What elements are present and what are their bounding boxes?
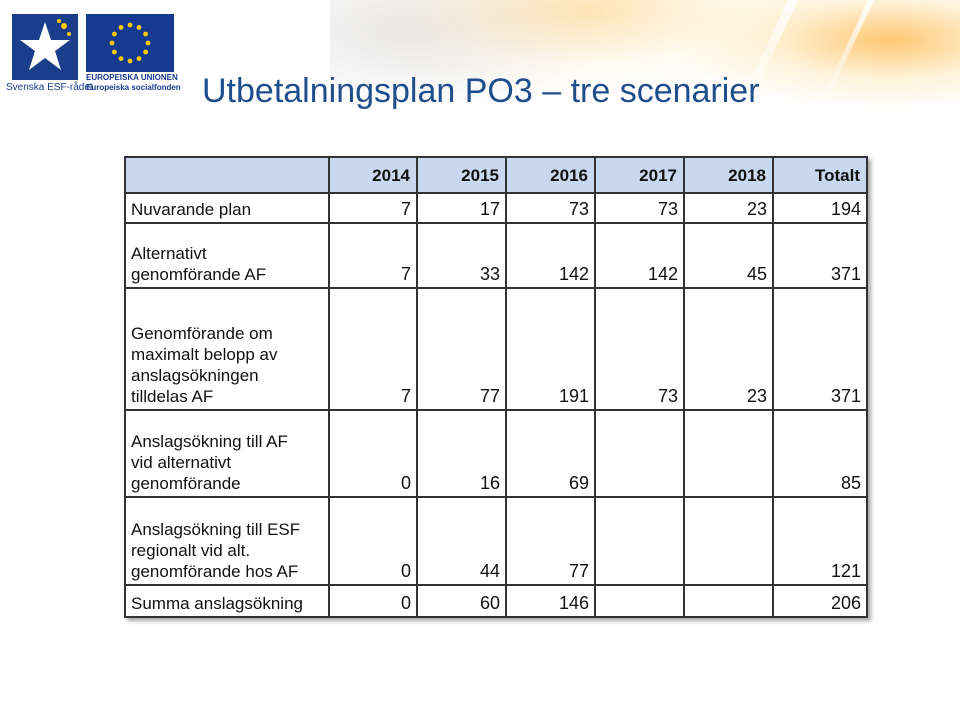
row-label-line: genomförande	[131, 474, 241, 493]
row-label-line: Nuvarande plan	[131, 200, 252, 219]
table-cell: 142	[505, 222, 596, 289]
table-cell: 33	[416, 222, 507, 289]
table-cell: 0	[328, 584, 418, 618]
column-header: 2014	[328, 156, 418, 194]
esf-logo-caption: Svenska ESF-rådet	[6, 82, 93, 93]
table-cell: 23	[683, 192, 774, 224]
table-cell	[594, 584, 685, 618]
table-cell: 7	[328, 287, 418, 411]
row-label: Genomförande om maximalt belopp av ansla…	[124, 287, 330, 411]
table-cell	[594, 409, 685, 498]
table-header-row: 2014 2015 2016 2017 2018 Totalt	[124, 156, 868, 194]
table-cell: 16	[416, 409, 507, 498]
table-cell: 85	[772, 409, 868, 498]
table-cell: 45	[683, 222, 774, 289]
eu-logo-text: EUROPEISKA UNIONEN Europeiska socialfond…	[86, 73, 181, 93]
eu-stars-icon	[109, 22, 151, 64]
table-cell: 7	[328, 222, 418, 289]
row-label: Anslagsökning till ESF regionalt vid alt…	[124, 496, 330, 586]
row-label-line: Anslagsökning till ESF	[131, 520, 301, 539]
table-cell	[683, 584, 774, 618]
table-cell: 206	[772, 584, 868, 618]
row-label-line: Anslagsökning till AF	[131, 432, 288, 451]
row-label: Nuvarande plan	[124, 192, 330, 224]
esf-logo	[12, 14, 78, 80]
table-cell	[683, 409, 774, 498]
eu-logo-line2: Europeiska socialfonden	[86, 83, 181, 92]
table-cell: 73	[594, 287, 685, 411]
table-cell: 142	[594, 222, 685, 289]
table-row: Alternativt genomförande AF 7 33 142 142…	[124, 222, 868, 289]
column-header: 2017	[594, 156, 685, 194]
table-row: Nuvarande plan 7 17 73 73 23 194	[124, 192, 868, 224]
table-cell	[594, 496, 685, 586]
row-label: Alternativt genomförande AF	[124, 222, 330, 289]
eu-flag-logo	[86, 14, 174, 72]
table-cell: 0	[328, 409, 418, 498]
column-header: Totalt	[772, 156, 868, 194]
row-label: Summa anslagsökning	[124, 584, 330, 618]
row-label-line: maximalt belopp av	[131, 345, 278, 364]
row-label-line: regionalt vid alt.	[131, 541, 251, 560]
table-cell	[683, 496, 774, 586]
row-label-line: genomförande hos AF	[131, 562, 299, 581]
page-title: Utbetalningsplan PO3 – tre scenarier	[202, 72, 760, 110]
table-row: Anslagsökning till ESF regionalt vid alt…	[124, 496, 868, 586]
table-cell: 69	[505, 409, 596, 498]
table-cell: 191	[505, 287, 596, 411]
table-cell: 146	[505, 584, 596, 618]
table-cell: 60	[416, 584, 507, 618]
header-decoration	[330, 0, 960, 130]
row-label-line: Summa anslagsökning	[131, 594, 303, 613]
table-cell: 77	[505, 496, 596, 586]
column-header: 2018	[683, 156, 774, 194]
table-cell: 44	[416, 496, 507, 586]
table-cell: 73	[594, 192, 685, 224]
row-label-line: anslagsökningen	[131, 366, 259, 385]
table-cell: 121	[772, 496, 868, 586]
row-label: Anslagsökning till AF vid alternativt ge…	[124, 409, 330, 498]
table-cell: 77	[416, 287, 507, 411]
table-cell: 371	[772, 222, 868, 289]
row-label-line: tilldelas AF	[131, 387, 214, 406]
table-cell: 73	[505, 192, 596, 224]
table-row: Anslagsökning till AF vid alternativt ge…	[124, 409, 868, 498]
table-cell: 17	[416, 192, 507, 224]
table-cell: 7	[328, 192, 418, 224]
payment-plan-table: 2014 2015 2016 2017 2018 Totalt Nuvarand…	[124, 156, 868, 618]
table-cell: 371	[772, 287, 868, 411]
row-label-line: Genomförande om	[131, 324, 273, 343]
row-label-line: vid alternativt	[131, 453, 232, 472]
row-label-line: genomförande AF	[131, 265, 267, 284]
table-cell: 23	[683, 287, 774, 411]
table-row: Summa anslagsökning 0 60 146 206	[124, 584, 868, 618]
table-row: Genomförande om maximalt belopp av ansla…	[124, 287, 868, 411]
column-header: 2016	[505, 156, 596, 194]
table-cell: 194	[772, 192, 868, 224]
eu-logo-line1: EUROPEISKA UNIONEN	[86, 73, 178, 82]
row-label-line: Alternativt	[131, 244, 207, 263]
column-header: 2015	[416, 156, 507, 194]
table-header-corner	[124, 156, 330, 194]
esf-star-icon	[20, 19, 71, 70]
table-cell: 0	[328, 496, 418, 586]
